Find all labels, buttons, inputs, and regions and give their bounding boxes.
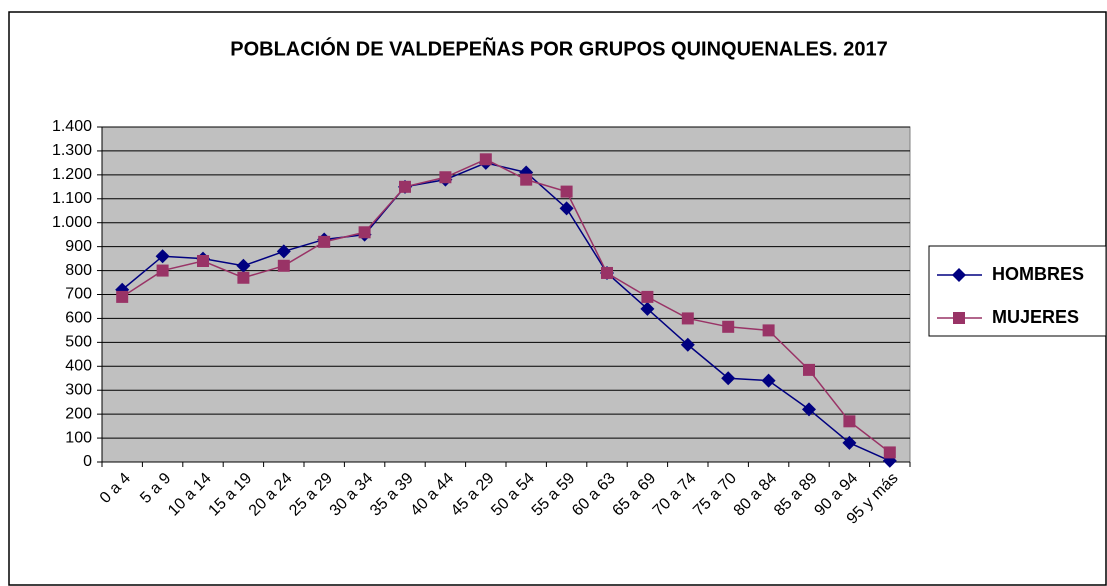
data-point	[601, 266, 613, 279]
data-point	[761, 373, 776, 388]
data-point	[318, 235, 331, 248]
data-point	[680, 337, 695, 352]
y-tick-label: 700	[65, 286, 92, 303]
legend-marker	[952, 268, 966, 282]
data-point	[116, 290, 129, 303]
y-tick-label: 1.200	[52, 166, 92, 183]
data-point	[802, 402, 816, 417]
y-tick-label: 100	[65, 429, 92, 446]
data-point	[520, 173, 533, 186]
data-point	[155, 249, 170, 264]
data-point	[197, 255, 209, 267]
data-point	[722, 320, 735, 333]
legend-marker	[953, 312, 965, 324]
data-point	[842, 435, 857, 450]
data-point	[237, 271, 250, 284]
y-tick-label: 500	[65, 334, 92, 351]
legend-label: MUJERES	[992, 307, 1079, 327]
y-tick-label: 800	[65, 262, 92, 279]
data-point	[358, 226, 371, 239]
series-line	[121, 158, 891, 454]
data-point	[439, 171, 452, 184]
y-tick-label: 200	[65, 405, 92, 422]
series-line	[121, 162, 891, 462]
y-tick-label: 400	[65, 358, 92, 375]
data-point	[479, 153, 492, 166]
data-point	[559, 201, 574, 216]
y-tick-label: 900	[65, 238, 92, 255]
chart-title: POBLACIÓN DE VALDEPEÑAS POR GRUPOS QUINQ…	[230, 36, 888, 60]
data-point	[641, 290, 654, 303]
data-point	[721, 371, 736, 386]
data-point	[156, 264, 169, 277]
data-point	[277, 259, 290, 272]
y-tick-label: 1.100	[52, 190, 92, 207]
data-point	[883, 446, 896, 459]
data-point	[640, 301, 655, 316]
data-point	[560, 185, 573, 198]
y-tick-label: 1.300	[52, 142, 92, 159]
data-point	[803, 363, 815, 376]
data-point	[681, 312, 694, 325]
y-tick-label: 600	[65, 310, 92, 327]
legend-label: HOMBRES	[992, 264, 1084, 284]
y-tick-label: 1.400	[52, 118, 92, 135]
y-tick-label: 300	[65, 381, 92, 398]
y-tick-label: 1.000	[52, 214, 92, 231]
data-point	[236, 258, 251, 273]
data-point	[399, 180, 411, 193]
data-point	[762, 324, 775, 337]
y-tick-label: 0	[83, 453, 92, 470]
data-point	[843, 415, 856, 428]
data-point	[276, 244, 291, 259]
